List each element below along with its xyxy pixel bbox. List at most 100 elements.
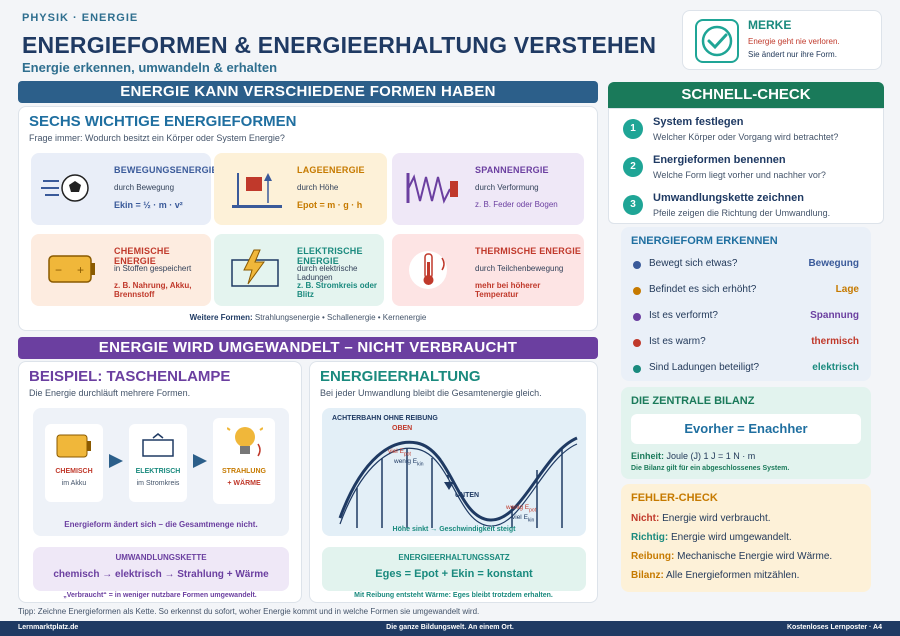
fehler-row: Nicht: Energie wird verbraucht. bbox=[631, 513, 771, 524]
row-answer: Bewegung bbox=[808, 258, 859, 269]
fehler-key: Reibung: bbox=[631, 551, 675, 562]
step-title: Energieformen benennen bbox=[653, 154, 786, 166]
step-chemisch: CHEMISCH im Akku bbox=[45, 424, 103, 502]
label-viel-ekin: viel Ekin bbox=[512, 514, 535, 524]
row-answer: thermisch bbox=[811, 336, 859, 347]
row-question: Ist es verformt? bbox=[649, 310, 718, 321]
erkennen-title: ENERGIEFORM ERKENNEN bbox=[631, 235, 778, 247]
banner-conversion: ENERGIE WIRD UMGEWANDELT – NICHT VERBRAU… bbox=[18, 337, 598, 359]
step-sub: im Stromkreis bbox=[136, 480, 180, 487]
unit-value: Joule (J) 1 J = 1 N · m bbox=[666, 451, 756, 461]
bilanz-unit: Einheit: Joule (J) 1 J = 1 N · m bbox=[631, 451, 755, 461]
tile-title: THERMISCHE ENERGIE bbox=[475, 246, 582, 256]
fehler-value: Energie wird verbraucht. bbox=[662, 513, 771, 524]
tile-bewegung: BEWEGUNGSENERGIE durch Bewegung Ekin = ½… bbox=[31, 153, 218, 225]
wenig-text: wenig bbox=[506, 504, 523, 511]
fehler-value: Mechanische Energie wird Wärme. bbox=[677, 551, 833, 562]
satz-box: ENERGIEERHALTUNGSSATZ Eges = Epot + Ekin… bbox=[322, 547, 586, 591]
ekin-text: E bbox=[523, 514, 528, 521]
step-sub: + WÄRME bbox=[227, 480, 261, 487]
coaster-caption: Höhe sinkt → Geschwindigkeit steigt bbox=[392, 526, 516, 533]
tile-title: LAGEENERGIE bbox=[297, 165, 365, 175]
erkennen-box: ENERGIEFORM ERKENNEN Bewegt sich etwas? B… bbox=[621, 227, 871, 381]
spring-icon bbox=[402, 167, 464, 209]
step-number: 1 bbox=[623, 119, 643, 139]
tile-thermisch: THERMISCHE ENERGIE durch Teilchenbewegun… bbox=[392, 234, 584, 306]
step-desc: Welche Form liegt vorher und nachher vor… bbox=[653, 170, 826, 180]
topline: PHYSIK · ENERGIE bbox=[22, 12, 139, 24]
erkennen-row: Ist es warm? thermisch bbox=[621, 335, 871, 359]
check-card: 1 System festlegen Welcher Körper oder V… bbox=[608, 108, 884, 224]
six-question: Frage immer: Wodurch besitzt ein Körper … bbox=[29, 133, 285, 143]
fehler-value: Alle Energieformen mitzählen. bbox=[666, 570, 800, 581]
lightbulb-icon bbox=[227, 427, 263, 457]
tile-desc: durch Teilchenbewegung bbox=[475, 264, 564, 273]
merke-title: MERKE bbox=[748, 18, 792, 32]
step-label: STRAHLUNG bbox=[222, 468, 266, 475]
chain-title: UMWANDLUNGSKETTE bbox=[115, 553, 207, 562]
coaster-diagram: ACHTERBAHN OHNE REIBUNG OBEN viel Epot w… bbox=[322, 408, 586, 536]
tile-desc: durch Verformung bbox=[475, 183, 539, 192]
tile-formula: Ekin = ½ · m · v² bbox=[114, 200, 183, 210]
erhaltung-title: ENERGIEERHALTUNG bbox=[320, 368, 481, 385]
tile-desc: durch Bewegung bbox=[114, 183, 175, 192]
lamp-card: BEISPIEL: TASCHENLAMPE Die Energie durch… bbox=[18, 361, 302, 603]
tile-title: BEWEGUNGSENERGIE bbox=[114, 165, 218, 175]
fehler-title: FEHLER-CHECK bbox=[631, 492, 718, 504]
row-answer: Spannung bbox=[810, 310, 859, 321]
page-title: ENERGIEFORMEN & ENERGIEERHALTUNG VERSTEH… bbox=[22, 32, 657, 58]
erhaltung-footnote: Mit Reibung entsteht Wärme: Eges bleibt … bbox=[354, 592, 553, 599]
step-title: System festlegen bbox=[653, 116, 744, 128]
erkennen-row: Befindet es sich erhöht? Lage bbox=[621, 283, 871, 307]
thermometer-icon bbox=[402, 248, 464, 290]
erhaltung-desc: Bei jeder Umwandlung bleibt die Gesamten… bbox=[320, 388, 542, 398]
viel-text: viel bbox=[388, 448, 398, 455]
row-question: Ist es warm? bbox=[649, 336, 706, 347]
tile-title: CHEMISCHE ENERGIE bbox=[114, 246, 170, 266]
step-elektrisch: ELEKTRISCH im Stromkreis bbox=[129, 424, 187, 502]
svg-text:+: + bbox=[77, 263, 84, 277]
step-sub: im Akku bbox=[61, 480, 87, 487]
coaster-title: ACHTERBAHN OHNE REIBUNG bbox=[332, 415, 438, 422]
step-desc: Welcher Körper oder Vorgang wird betrach… bbox=[653, 132, 839, 142]
banner-forms: ENERGIE KANN VERSCHIEDENE FORMEN HABEN bbox=[18, 81, 598, 103]
six-forms-card: SECHS WICHTIGE ENERGIEFORMEN Frage immer… bbox=[18, 106, 598, 331]
tile-title: ELEKTRISCHE ENERGIE bbox=[297, 246, 363, 266]
merke-line1: Energie geht nie verloren. bbox=[748, 37, 840, 46]
bullet-dot bbox=[633, 287, 641, 295]
bilanz-formula: Evorher = Enachher bbox=[631, 414, 861, 444]
page-subtitle: Energie erkennen, umwandeln & erhalten bbox=[22, 60, 278, 75]
chain-text: chemisch → elektrisch → Strahlung + Wärm… bbox=[53, 569, 269, 580]
chain-box: UMWANDLUNGSKETTE chemisch → elektrisch →… bbox=[33, 547, 289, 591]
footer-left[interactable]: Lernmarktplatz.de bbox=[18, 624, 79, 631]
step-title: Umwandlungskette zeichnen bbox=[653, 192, 804, 204]
fehler-row: Bilanz: Alle Energieformen mitzählen. bbox=[631, 570, 799, 581]
further-list: Strahlungsenergie • Schallenergie • Kern… bbox=[254, 313, 427, 322]
tile-lage: LAGEENERGIE durch Höhe Epot = m · g · h bbox=[214, 153, 387, 225]
tile-formula: Epot = m · g · h bbox=[297, 200, 363, 210]
label-oben: OBEN bbox=[392, 425, 413, 432]
footer-center: Die ganze Bildungswelt. An einem Ort. bbox=[386, 624, 514, 631]
satz-formula: Eges = Epot + Ekin = konstant bbox=[375, 568, 533, 580]
lamp-desc: Die Energie durchläuft mehrere Formen. bbox=[29, 388, 191, 398]
further-label: Weitere Formen: bbox=[189, 313, 253, 322]
further-forms: Weitere Formen: Strahlungsenergie • Scha… bbox=[19, 313, 597, 322]
arrow-right-icon bbox=[109, 454, 123, 468]
fehler-key: Richtig: bbox=[631, 532, 669, 543]
row-answer: Lage bbox=[835, 284, 859, 295]
height-icon bbox=[224, 167, 286, 209]
step-number: 3 bbox=[623, 195, 643, 215]
check-icon bbox=[695, 19, 739, 63]
coaster-track bbox=[338, 436, 578, 528]
circuit-icon bbox=[224, 248, 286, 290]
erkennen-row: Bewegt sich etwas? Bewegung bbox=[621, 257, 871, 281]
six-title: SECHS WICHTIGE ENERGIEFORMEN bbox=[29, 113, 297, 130]
fehler-key: Nicht: bbox=[631, 513, 660, 524]
step-label: ELEKTRISCH bbox=[135, 468, 181, 475]
bilanz-box: DIE ZENTRALE BILANZ Evorher = Enachher E… bbox=[621, 387, 871, 479]
label-wenig-ekin: wenig Ekin bbox=[394, 458, 424, 468]
check-banner: SCHNELL-CHECK bbox=[608, 82, 884, 108]
tile-formula: z. B. Feder oder Bogen bbox=[475, 200, 558, 209]
row-question: Befindet es sich erhöht? bbox=[649, 284, 757, 295]
merke-line2: Sie ändert nur ihre Form. bbox=[748, 50, 837, 59]
